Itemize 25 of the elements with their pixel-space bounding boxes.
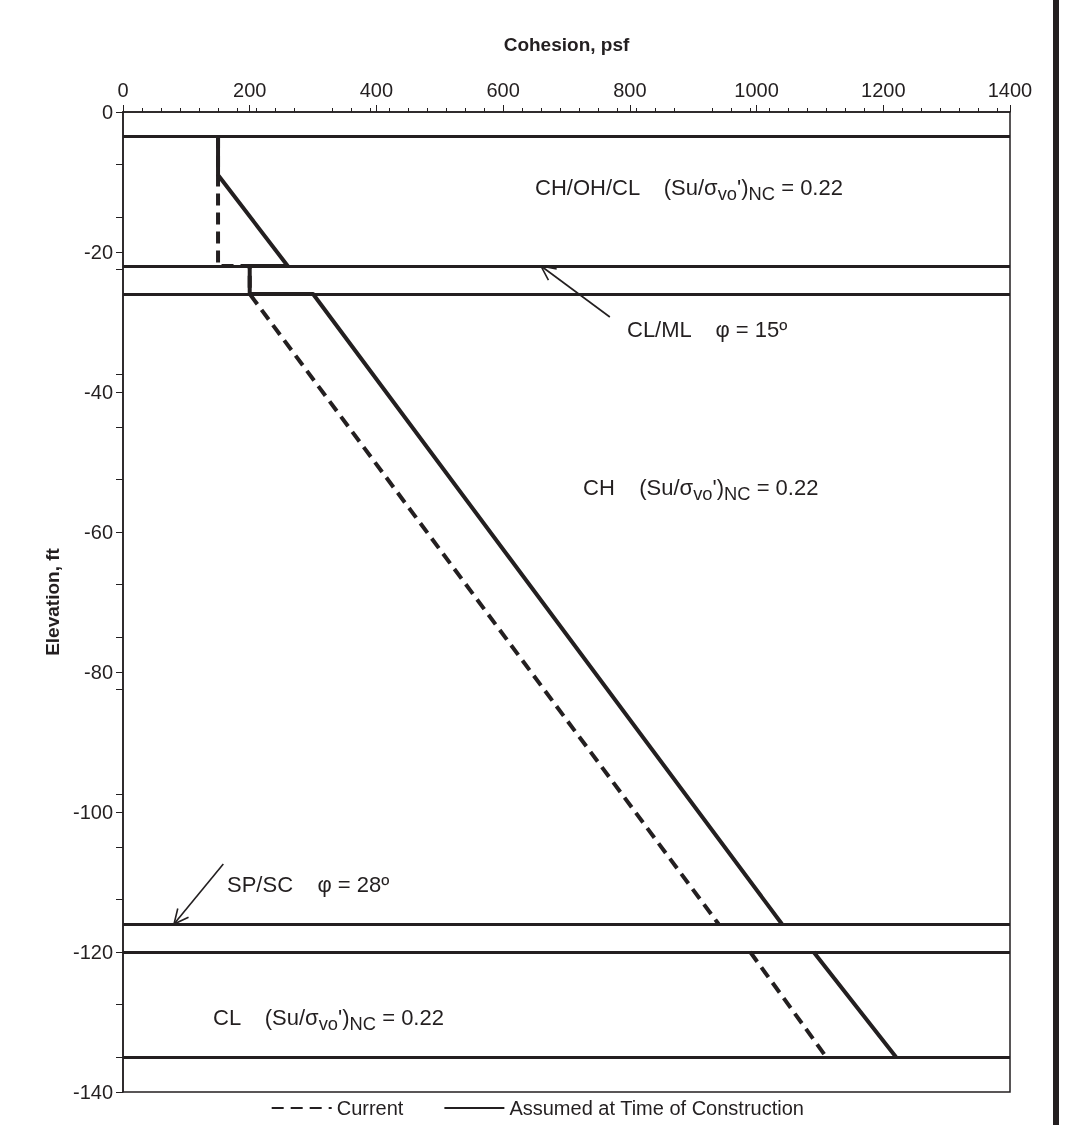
y-tick-label: 0: [101, 101, 113, 123]
legend-label: Assumed at Time of Construction: [509, 1097, 804, 1119]
x-tick-label: 1400: [987, 79, 1033, 101]
y-tick-label: -100: [72, 801, 113, 823]
x-tick-label: 200: [233, 79, 267, 101]
y-tick-label: -80: [84, 661, 113, 683]
annotation: CL/ML φ = 15º: [627, 316, 788, 344]
annotation: CL (Su/σ$_{vo}$')$_{NC}$ = 0.22: [213, 1004, 444, 1036]
x-tick-label: 600: [486, 79, 520, 101]
y-tick-label: -60: [84, 521, 113, 543]
x-tick-label: 1200: [861, 79, 906, 101]
annotation: CH (Su/σ$_{vo}$')$_{NC}$ = 0.22: [583, 474, 819, 506]
x-tick-label: 800: [613, 79, 647, 101]
x-tick-label: 400: [359, 79, 394, 101]
legend-label: Current: [336, 1097, 404, 1119]
x-tick-label: 1000: [734, 79, 779, 101]
y-tick-label: -140: [72, 1081, 113, 1103]
x-axis-title: Cohesion, psf: [503, 34, 630, 55]
annotation: CH/OH/CL (Su/σ$_{vo}$')$_{NC}$ = 0.22: [535, 174, 843, 206]
y-axis-title: Elevation, ft: [42, 547, 64, 656]
y-tick-label: -120: [72, 941, 113, 963]
y-tick-label: -40: [84, 381, 113, 403]
x-tick-label: 0: [117, 79, 129, 101]
annotation: SP/SC φ = 28º: [227, 871, 390, 899]
y-tick-label: -20: [84, 241, 113, 263]
